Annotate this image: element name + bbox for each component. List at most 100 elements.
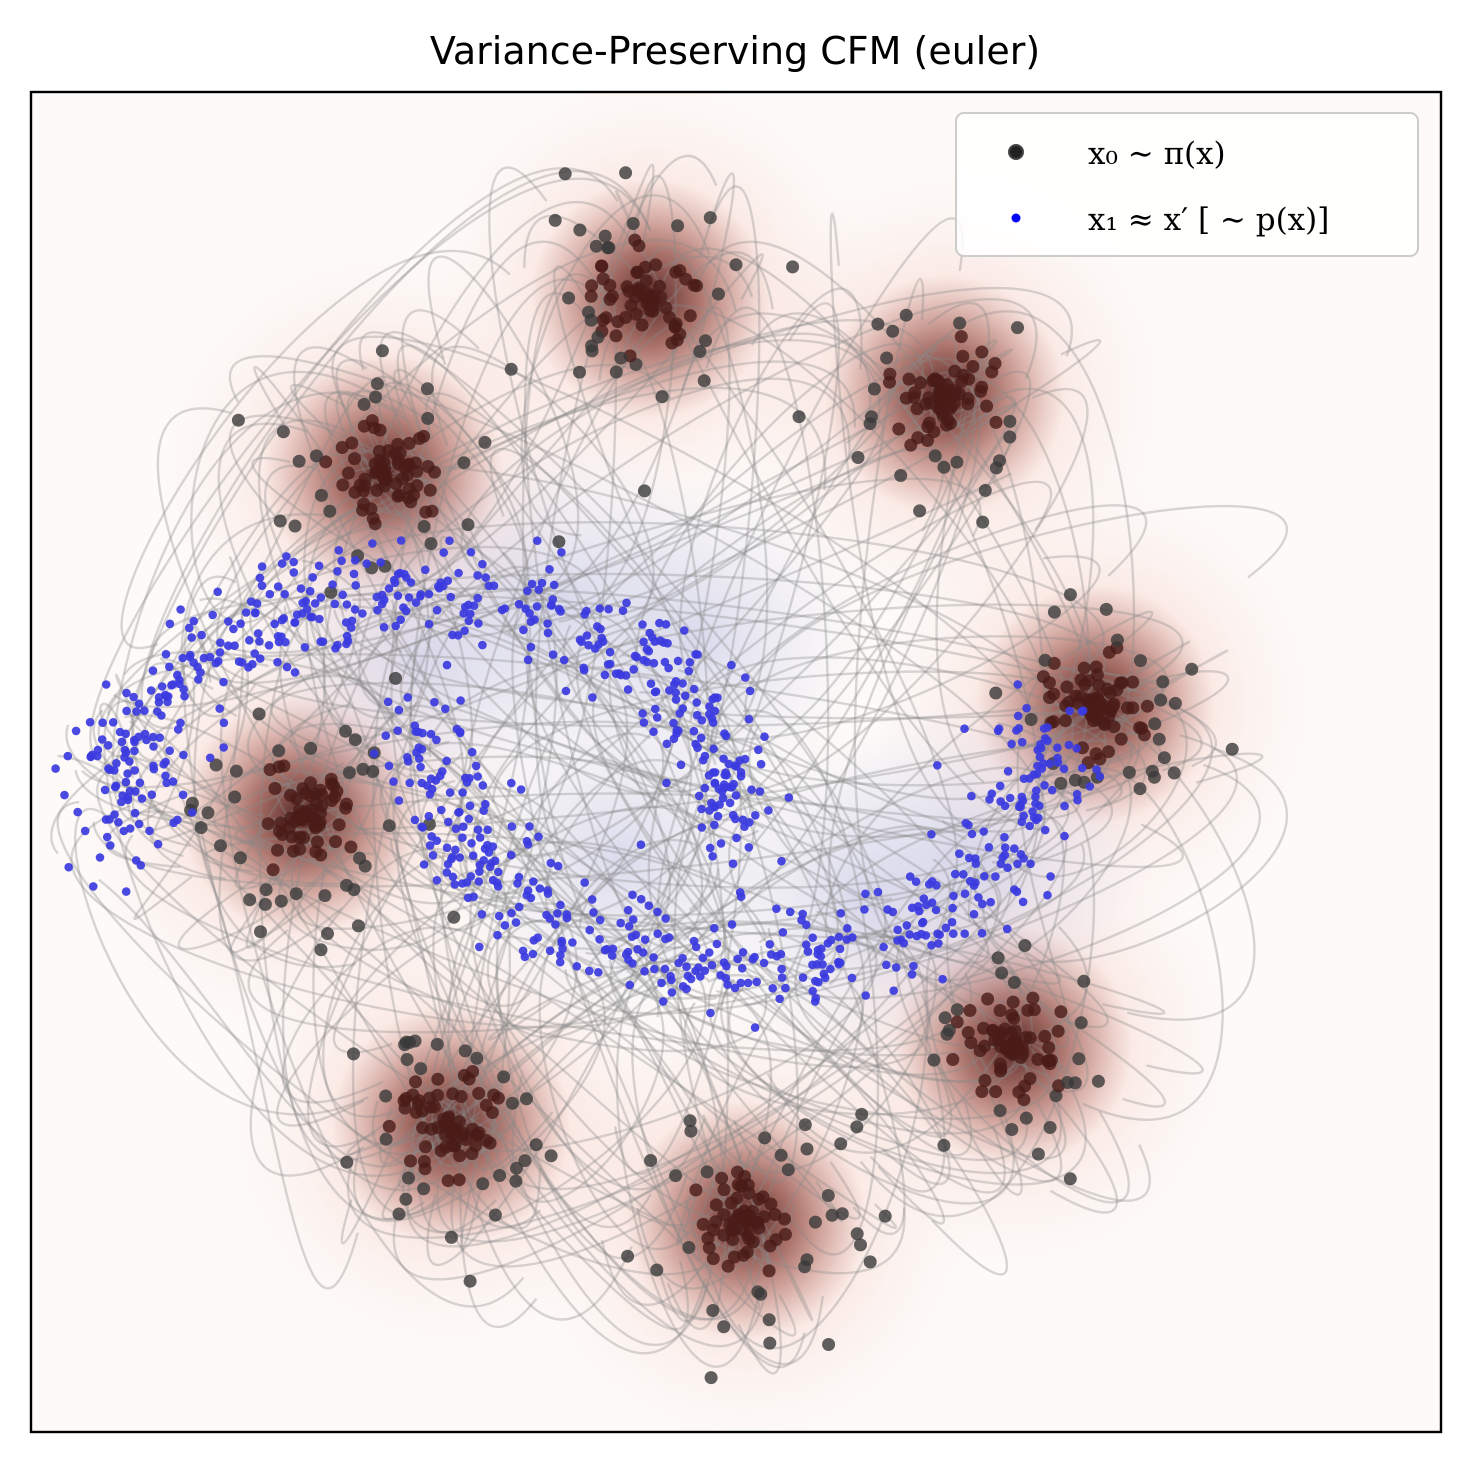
target-point [425,790,435,799]
trajectory-line [150,593,1203,772]
trajectory-line [647,217,964,941]
target-point [718,793,728,803]
trajectory-line [631,966,824,1366]
source-point [1047,605,1061,619]
target-point [1016,802,1025,812]
source-point [1102,645,1116,659]
trajectory-line [578,739,1136,928]
target-point [63,751,73,761]
trajectory-line [151,680,306,842]
target-point [594,968,603,977]
target-point [296,584,306,593]
target-point [768,984,777,993]
trajectory-line [925,905,1023,1196]
target-point [549,580,559,590]
trajectory-line [120,249,511,649]
source-point [953,316,967,330]
target-point [708,694,717,704]
target-point [298,609,307,618]
target-point [585,925,594,935]
target-point [1017,792,1027,802]
source-point [1090,668,1104,682]
target-point [624,922,634,931]
target-point [891,963,901,972]
source-point [274,894,288,908]
target-point [479,806,489,815]
trajectory-line [553,265,893,901]
source-point [310,835,324,849]
source-point [978,483,992,497]
trajectory-line [555,306,731,913]
target-point [439,548,449,557]
target-point [812,960,822,969]
target-point [1043,890,1052,900]
target-point [310,599,320,608]
source-point [470,1128,484,1142]
source-point [880,351,894,365]
target-point [277,559,287,568]
target-point [248,659,257,669]
source-point [1077,661,1091,675]
target-point [1026,859,1035,869]
target-point [1095,772,1105,781]
target-point [273,632,283,641]
source-point [1140,699,1154,713]
source-point [993,454,1006,468]
trajectory-line [645,925,1089,1057]
source-point [497,1070,511,1084]
trajectory-line [475,895,578,1106]
target-point [580,878,589,887]
source-point [619,166,633,180]
target-point [640,967,649,976]
trajectory-line [461,824,943,1168]
target-point [678,953,687,963]
source-point [994,1061,1008,1075]
trajectory-line [248,602,434,842]
source-point [552,535,566,549]
source-point [1156,675,1170,689]
target-point [680,691,690,701]
target-point [437,805,446,815]
target-point [338,590,348,600]
target-point [514,902,524,912]
trajectory-line [401,309,692,782]
trajectory-line [340,551,532,1245]
source-point [520,1092,533,1106]
target-point [417,744,427,754]
target-point [719,958,729,967]
target-point [899,938,909,948]
source-point [356,503,370,517]
target-point [741,673,750,682]
source-point [412,1094,426,1108]
source-point [1051,1024,1065,1038]
target-point [546,858,556,868]
target-point [444,817,453,827]
source-point [614,351,628,365]
target-point [391,621,401,631]
source-point [318,889,332,903]
target-point [803,947,813,956]
target-point [282,662,292,672]
target-point [756,759,766,769]
target-point [823,939,833,948]
source-point [458,1044,472,1058]
target-point [993,726,1003,736]
target-point [588,693,597,702]
source-point [834,1137,848,1151]
target-point [727,920,737,929]
target-point [731,791,741,800]
source-point [379,1089,393,1103]
target-point [918,917,928,927]
source-point [357,484,371,498]
target-point [257,581,267,590]
trajectory-line [92,709,931,1069]
source-point [379,1132,393,1146]
source-point [1042,1041,1056,1055]
target-point [556,950,565,960]
target-point [432,735,441,745]
source-point [274,816,288,830]
source-point [1019,1031,1033,1045]
target-point [708,852,717,861]
source-point [598,229,612,243]
plot-frame [29,90,1443,1434]
